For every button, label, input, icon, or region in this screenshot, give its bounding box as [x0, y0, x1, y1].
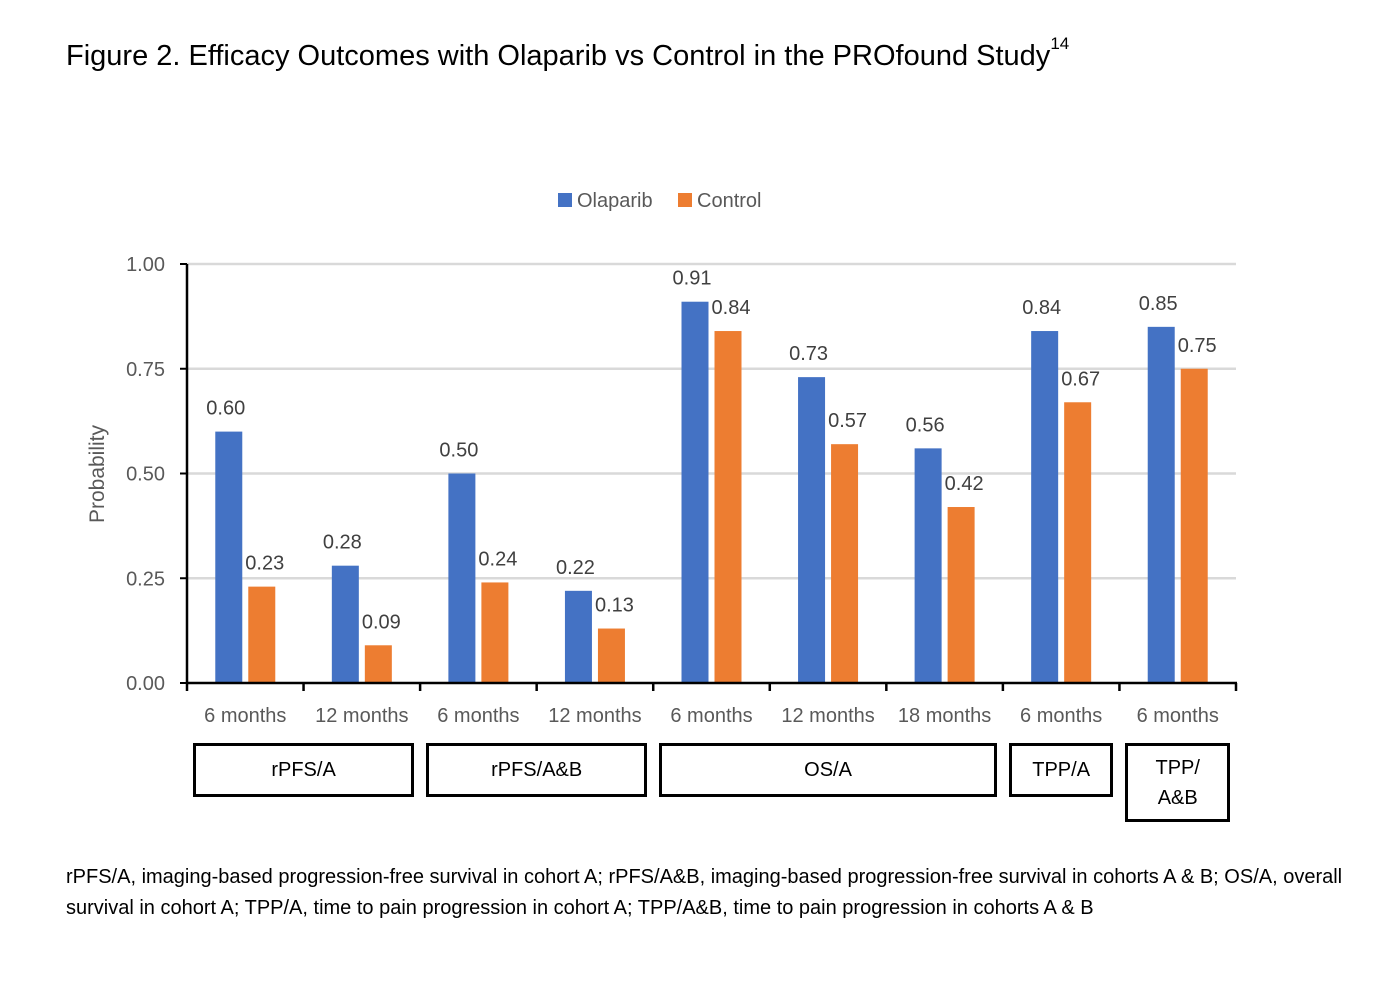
x-category-label: 6 months	[1020, 705, 1102, 727]
data-label: 0.73	[789, 343, 828, 365]
bar-control	[831, 444, 859, 683]
bar-olaparib	[448, 473, 476, 683]
data-label: 0.09	[362, 611, 401, 633]
bars	[215, 301, 1208, 683]
bar-control	[481, 582, 509, 683]
y-axis-title: Probability	[86, 424, 109, 523]
chart-title: Figure 2. Efficacy Outcomes with Olapari…	[66, 34, 1069, 73]
footnote: rPFS/A, imaging-based progression-free s…	[66, 866, 1343, 919]
bar-olaparib	[681, 301, 709, 683]
data-label: 0.84	[712, 297, 751, 319]
legend-label-control: Control	[697, 190, 761, 212]
bar-control	[364, 645, 392, 683]
group-label: OS/A	[804, 759, 852, 781]
x-category-label: 12 months	[781, 705, 874, 727]
bar-olaparib	[1031, 331, 1059, 683]
data-label: 0.85	[1139, 293, 1178, 315]
group-label: rPFS/A&B	[491, 759, 583, 781]
group-label: rPFS/A	[271, 759, 336, 781]
group-box: OS/A	[659, 743, 997, 797]
data-label: 0.28	[323, 532, 362, 554]
group-box: rPFS/A&B	[426, 743, 648, 797]
bar-control	[597, 628, 625, 683]
bar-control	[714, 331, 742, 683]
bar-control	[1064, 402, 1092, 683]
x-category-label: 6 months	[204, 705, 286, 727]
group-box: TPP/ A&B	[1125, 743, 1230, 822]
bar-olaparib	[215, 431, 243, 683]
legend-swatch-control	[678, 193, 692, 207]
axes	[180, 263, 1238, 691]
y-tick-label: 1.00	[126, 254, 165, 276]
x-category-label: 6 months	[670, 705, 752, 727]
data-label: 0.75	[1178, 335, 1217, 357]
labels: 0.00 0.25 0.50 0.75 1.00 Probability 0.60 0.23 6…	[86, 254, 1219, 727]
group-box: rPFS/A	[193, 743, 415, 797]
data-label: 0.60	[206, 398, 245, 420]
data-label: 0.24	[478, 548, 517, 570]
chart-title-superscript: 14	[1050, 34, 1070, 53]
data-label: 0.13	[595, 595, 634, 617]
legend-label-olaparib: Olaparib	[577, 190, 653, 212]
group-label: TPP/A	[1032, 759, 1091, 781]
data-label: 0.91	[673, 268, 712, 290]
x-category-label: 6 months	[1137, 705, 1219, 727]
data-label: 0.67	[1061, 368, 1100, 390]
y-tick-label: 0.50	[126, 464, 165, 486]
bar-control	[248, 586, 276, 683]
bar-olaparib	[564, 590, 592, 683]
data-label: 0.56	[906, 414, 945, 436]
gridlines	[187, 262, 1236, 580]
data-label: 0.22	[556, 557, 595, 579]
y-tick-label: 0.00	[126, 673, 165, 695]
bar-control	[947, 507, 975, 683]
bar-chart: 0.00 0.25 0.50 0.75 1.00 Probability 0.60 0.23 6…	[86, 190, 1238, 727]
y-tick-label: 0.25	[126, 568, 165, 590]
bar-olaparib	[331, 565, 359, 683]
bar-control	[1180, 368, 1208, 683]
data-label: 0.23	[245, 553, 284, 575]
bar-olaparib	[1147, 326, 1175, 683]
data-label: 0.50	[439, 440, 478, 462]
x-category-label: 6 months	[437, 705, 519, 727]
chart-title-text: Figure 2. Efficacy Outcomes with Olapari…	[66, 40, 1051, 72]
legend: Olaparib Control	[558, 190, 761, 212]
data-label: 0.84	[1022, 297, 1061, 319]
bar-olaparib	[798, 377, 826, 683]
x-category-label: 12 months	[548, 705, 641, 727]
y-tick-label: 0.75	[126, 359, 165, 381]
bar-olaparib	[914, 448, 942, 683]
group-label: TPP/ A&B	[1155, 756, 1200, 809]
group-box: TPP/A	[1008, 743, 1114, 797]
data-label: 0.42	[945, 473, 984, 495]
data-label: 0.57	[828, 410, 867, 432]
x-category-label: 12 months	[315, 705, 408, 727]
legend-swatch-olaparib	[558, 193, 572, 207]
x-category-label: 18 months	[898, 705, 991, 727]
